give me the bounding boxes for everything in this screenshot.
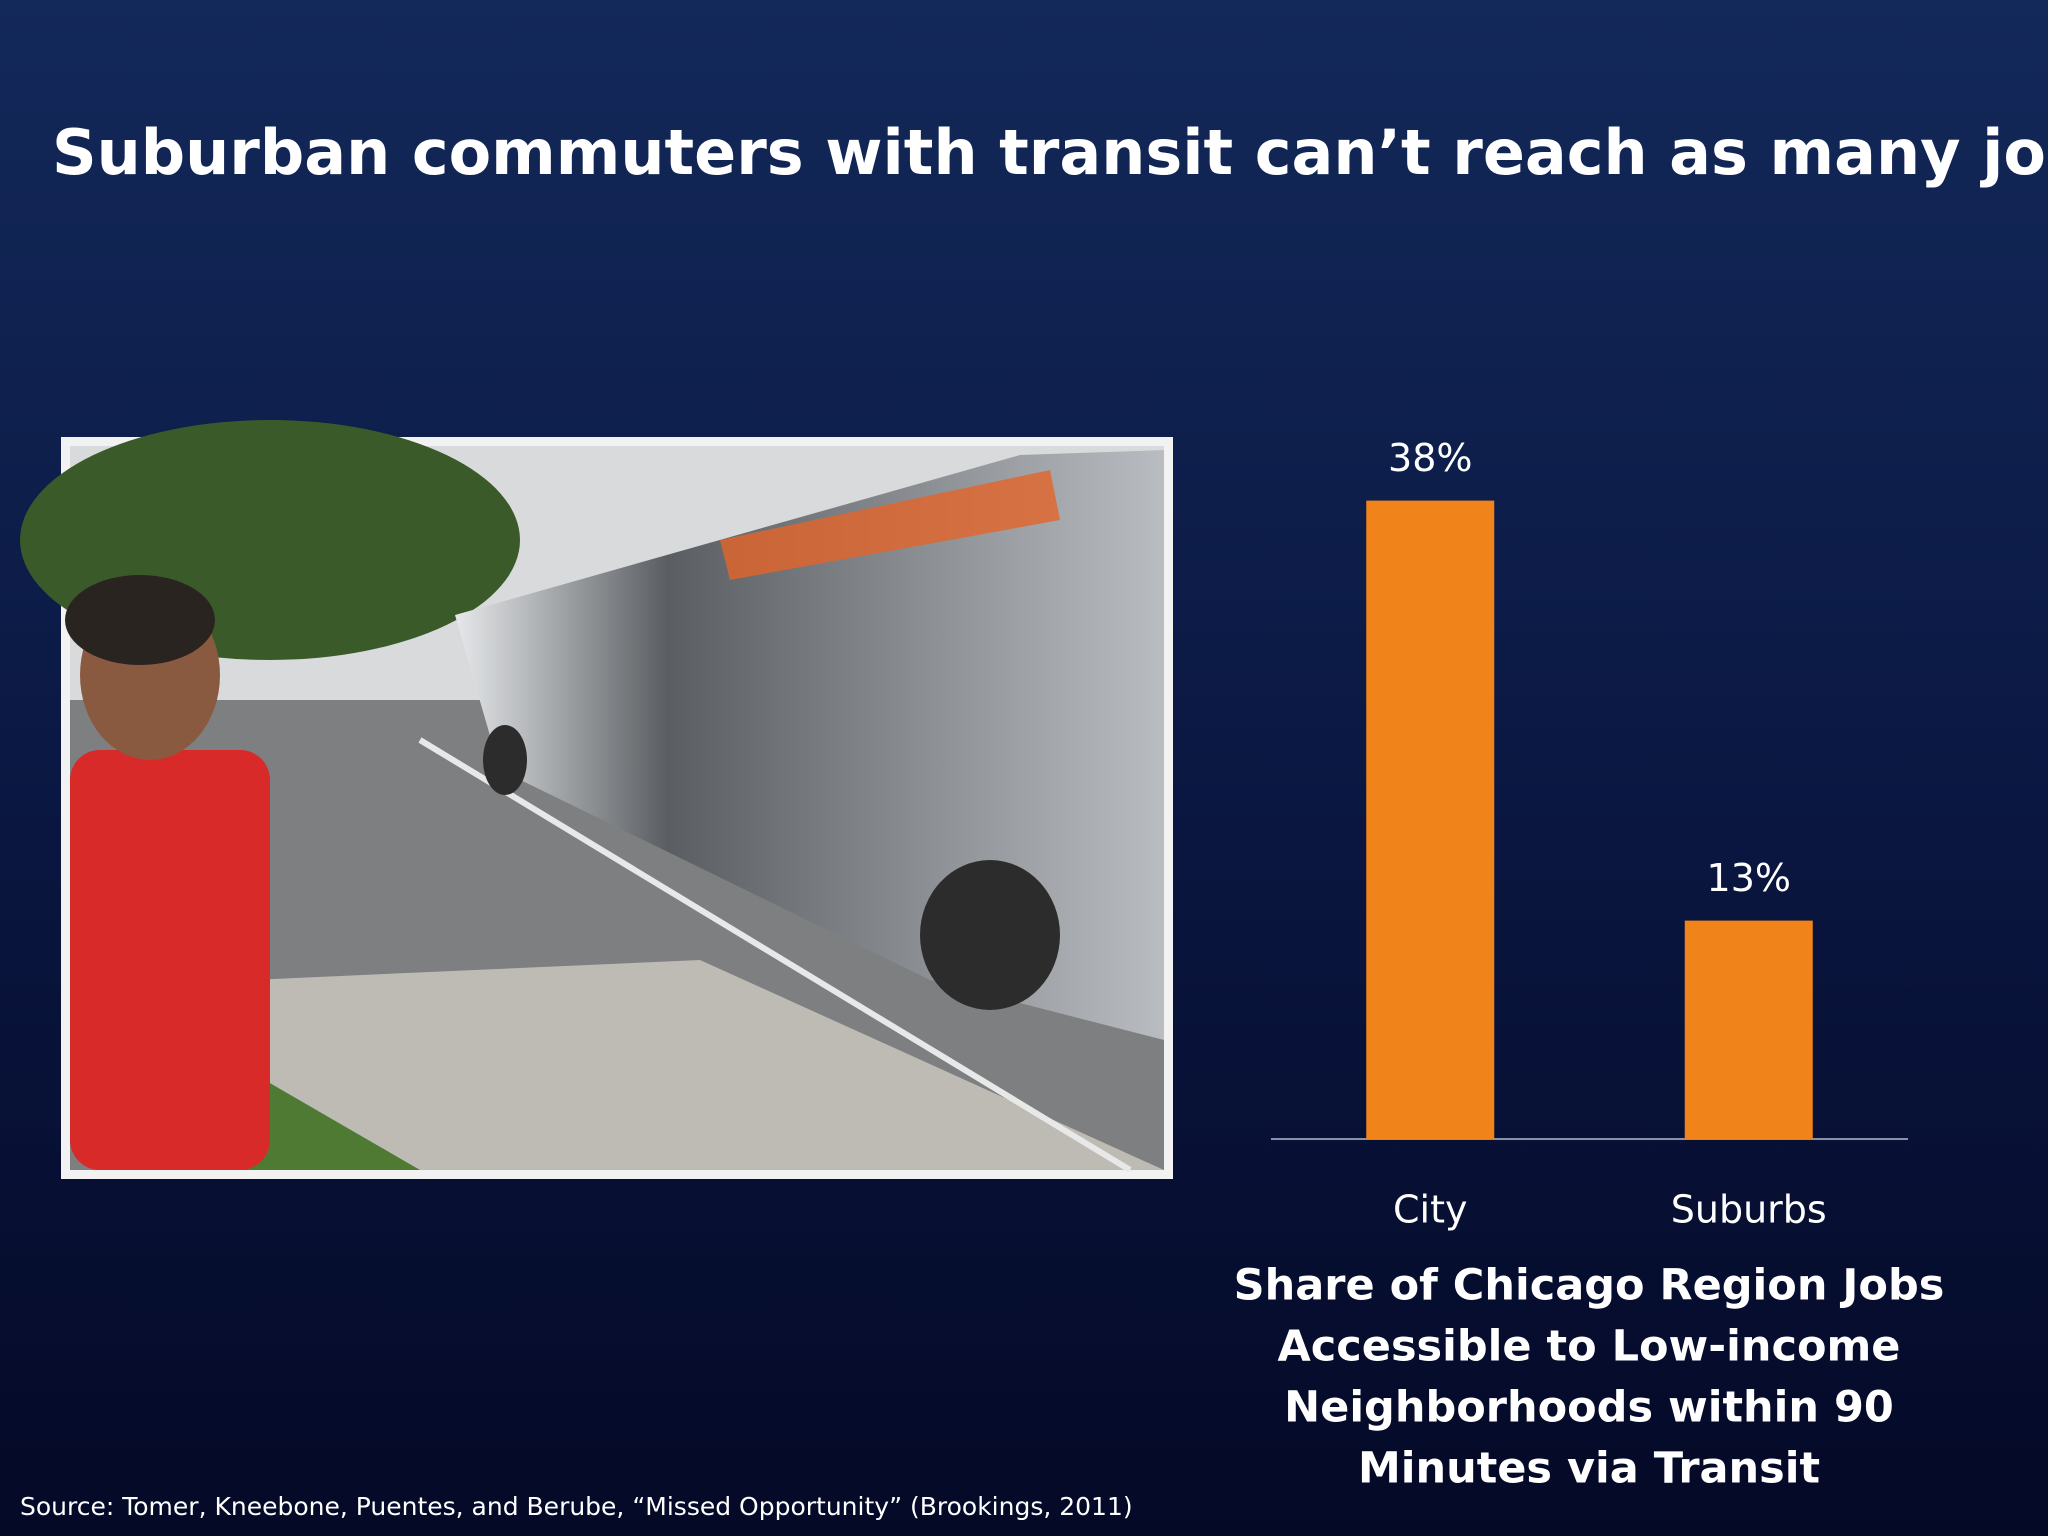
photo-person-shirt <box>70 750 270 1170</box>
photo-wheel <box>483 725 527 795</box>
bar <box>1684 920 1813 1139</box>
chart-caption: Neighborhoods within 90 <box>1284 1383 1894 1433</box>
chart-caption: Share of Chicago Region Jobs <box>1234 1261 1945 1311</box>
slide-title: Suburban commuters with transit can’t re… <box>52 116 2048 189</box>
photo-lane <box>418 737 1132 1173</box>
bar <box>1366 500 1495 1140</box>
data-label: 38% <box>1388 436 1472 480</box>
source-note: Source: Tomer, Kneebone, Puentes, and Be… <box>20 1492 1133 1521</box>
chart-caption: Minutes via Transit <box>1358 1444 1820 1494</box>
photo-bus-stripe <box>720 470 1060 580</box>
x-tick-label: Suburbs <box>1671 1188 1827 1232</box>
photo-person-hair <box>65 575 215 665</box>
photo-wheel <box>920 860 1060 1010</box>
x-tick-label: City <box>1393 1188 1467 1232</box>
photo <box>20 420 1173 1179</box>
photo-sidewalk <box>250 960 1164 1170</box>
chart-caption: Accessible to Low-income <box>1278 1322 1901 1372</box>
data-label: 13% <box>1707 856 1791 900</box>
photo-grass <box>230 1060 420 1170</box>
